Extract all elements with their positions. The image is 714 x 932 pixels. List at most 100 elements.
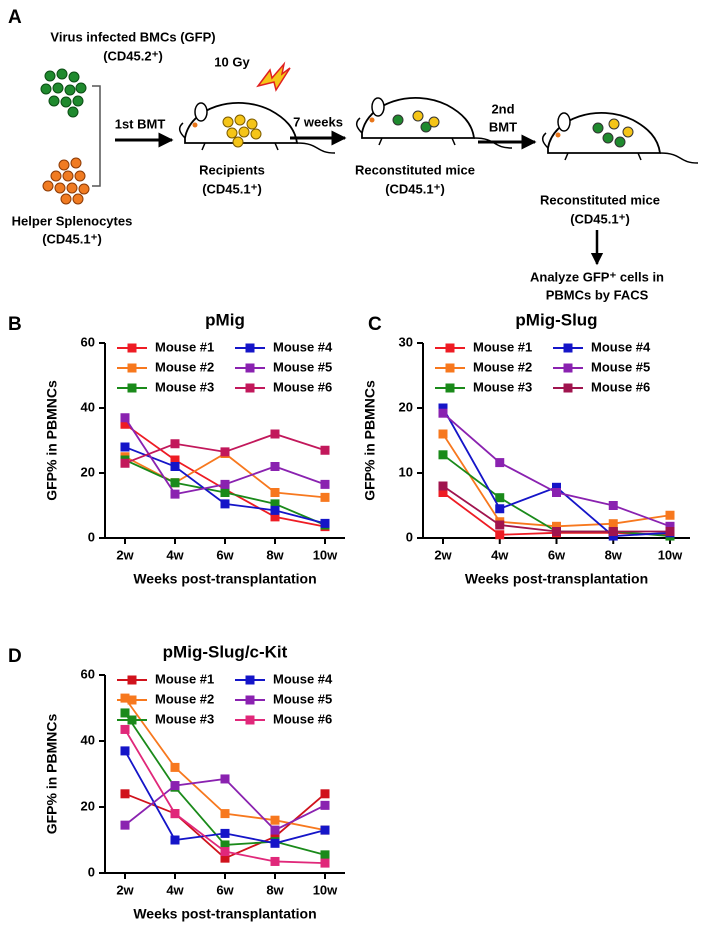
legend-marker [245,363,255,373]
data-point [220,499,230,509]
data-point [608,531,618,541]
helper-title: Helper Splenocytes [12,213,133,228]
data-point [120,419,130,429]
chart-title: pMig [205,310,245,329]
data-point [120,820,130,830]
legend-marker [127,675,137,685]
step-label: 2nd [491,101,514,116]
data-point [220,853,230,863]
y-axis-label: GFP% in PBMNCs [44,380,60,501]
x-tick-label: 4w [166,882,184,897]
cells [592,118,634,148]
legend-label: Mouse #5 [273,359,332,374]
data-point [495,520,505,530]
legend-label: Mouse #2 [155,359,214,374]
data-point [320,492,330,502]
data-point [220,847,230,857]
legend-label: Mouse #3 [155,379,214,394]
y-axis-label: GFP% in PBMNCs [362,380,378,501]
step-label: 7 weeks [293,114,343,129]
donor-title: Virus infected BMCs (GFP) [50,29,215,44]
data-point [270,856,280,866]
legend-label: Mouse #2 [155,691,214,706]
x-tick-label: 6w [216,882,234,897]
panel-label: A [8,7,22,28]
legend-label: Mouse #4 [591,339,651,354]
x-tick-label: 6w [216,547,234,562]
step-label: BMT [489,119,517,134]
data-point [170,439,180,449]
y-tick-label: 0 [406,529,413,544]
data-point [170,809,180,819]
data-point [270,462,280,471]
x-axis-label: Weeks post-transplantation [133,571,316,587]
y-tick-label: 10 [399,464,413,479]
data-point [220,840,230,850]
data-point [270,499,280,509]
lightning [256,61,291,92]
data-point [270,429,280,439]
recipients-marker: (CD45.1⁺) [202,181,262,196]
data-point [438,408,448,418]
data-point [552,521,561,531]
legend-marker [245,675,255,685]
x-tick-label: 4w [491,547,509,562]
step-label: 1st BMT [115,116,166,131]
legend-label: Mouse #2 [473,359,532,374]
legend-marker [445,343,455,353]
reconstituted-marker: (CD45.1⁺) [570,211,630,226]
y-tick-label: 40 [81,399,95,414]
x-tick-label: 6w [548,547,566,562]
data-point [438,481,448,491]
x-tick-label: 4w [166,547,184,562]
legend-marker [245,383,255,393]
y-tick-label: 60 [81,334,95,349]
data-point [270,815,280,825]
legend-marker [563,383,573,393]
x-tick-label: 2w [116,547,134,562]
legend-label: Mouse #5 [591,359,650,374]
y-axis-label: GFP% in PBMNCs [44,714,60,835]
x-tick-label: 8w [605,547,623,562]
x-axis-label: Weeks post-transplantation [133,906,316,922]
data-point [120,746,130,756]
data-point [270,825,280,835]
data-point [170,835,180,845]
legend-marker [245,695,255,705]
data-point [665,527,675,536]
helper-marker: (CD45.1⁺) [42,231,102,246]
data-point [320,445,330,455]
data-point [552,488,561,497]
legend-label: Mouse #1 [155,339,214,354]
legend-label: Mouse #6 [273,711,332,726]
data-point [170,462,180,471]
x-tick-label: 8w [266,882,284,897]
x-tick-label: 2w [434,547,452,562]
data-point [320,518,330,528]
data-point [120,458,130,468]
data-point [270,832,280,842]
data-point [270,512,280,522]
legend-label: Mouse #3 [473,379,532,394]
data-point [438,403,448,413]
x-tick-label: 2w [116,882,134,897]
chart-title: pMig-Slug/c-Kit [163,642,288,661]
legend-label: Mouse #6 [273,379,332,394]
data-point [665,510,675,520]
panel-label: C [368,314,382,335]
data-point [608,527,618,536]
x-tick-label: 10w [313,547,338,562]
data-point [495,458,505,468]
data-point [170,455,180,465]
data-point [220,447,230,457]
data-point [170,781,180,791]
panel-label: B [8,314,22,335]
data-point [120,693,130,703]
legend-marker [127,383,137,393]
data-point [270,505,280,515]
legend-marker [245,715,255,725]
legend-label: Mouse #4 [273,671,333,686]
x-tick-label: 8w [266,547,284,562]
y-tick-label: 30 [399,334,413,349]
